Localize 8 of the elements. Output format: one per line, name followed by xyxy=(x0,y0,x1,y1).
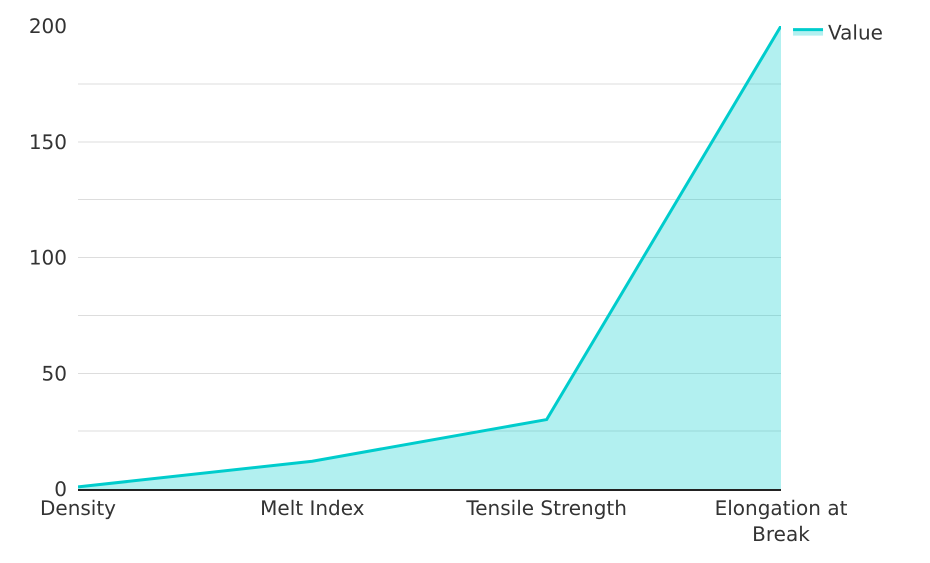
y-tick-label: 200 xyxy=(28,14,67,38)
y-tick-label: 100 xyxy=(28,246,67,270)
x-tick-label: Tensile Strength xyxy=(465,496,627,520)
y-tick-label: 50 xyxy=(42,361,67,386)
y-tick-label: 150 xyxy=(28,130,67,154)
x-tick-label: Melt Index xyxy=(260,496,365,520)
x-tick-label: Elongation at Break xyxy=(714,496,848,546)
legend-label: Value xyxy=(828,20,883,44)
